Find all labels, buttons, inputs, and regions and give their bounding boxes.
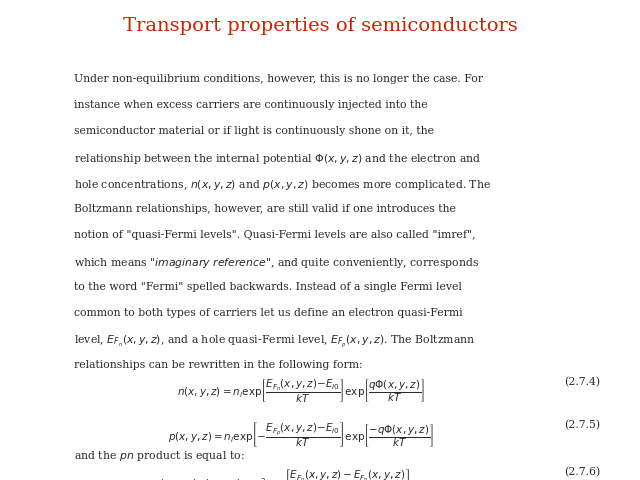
Text: Boltzmann relationships, however, are still valid if one introduces the: Boltzmann relationships, however, are st… (74, 204, 456, 214)
Text: semiconductor material or if light is continuously shone on it, the: semiconductor material or if light is co… (74, 126, 434, 136)
Text: Transport properties of semiconductors: Transport properties of semiconductors (123, 17, 517, 35)
Text: relationships can be rewritten in the following form:: relationships can be rewritten in the fo… (74, 360, 362, 370)
Text: common to both types of carriers let us define an electron quasi-Fermi: common to both types of carriers let us … (74, 308, 462, 318)
Text: notion of "quasi-Fermi levels". Quasi-Fermi levels are also called "imref",: notion of "quasi-Fermi levels". Quasi-Fe… (74, 230, 476, 240)
Text: relationship between the internal potential $\mathit{\Phi}(x,y,z)$ and the elect: relationship between the internal potent… (74, 152, 481, 166)
Text: which means "$\mathit{imaginary}$ $\mathit{reference}$", and quite conveniently,: which means "$\mathit{imaginary}$ $\math… (74, 256, 479, 270)
Text: (2.7.4): (2.7.4) (564, 377, 600, 387)
Text: $p(x,y,z) = n_i \exp\!\left[-\dfrac{E_{F_p}(x,y,z){-}E_{i0}}{kT}\right]\exp\!\le: $p(x,y,z) = n_i \exp\!\left[-\dfrac{E_{F… (168, 420, 434, 449)
Text: and the $pn$ product is equal to:: and the $pn$ product is equal to: (74, 449, 244, 463)
Text: Under non-equilibrium conditions, however, this is no longer the case. For: Under non-equilibrium conditions, howeve… (74, 74, 483, 84)
Text: (2.7.6): (2.7.6) (564, 467, 600, 477)
Text: $p(x,y,z)\, n(x,y,z) = n_i^2 \exp\!\left[\dfrac{E_{F_n}(x,y,z) - E_{F_p}(x,y,z)}: $p(x,y,z)\, n(x,y,z) = n_i^2 \exp\!\left… (153, 467, 410, 480)
Text: to the word "Fermi" spelled backwards. Instead of a single Fermi level: to the word "Fermi" spelled backwards. I… (74, 282, 461, 292)
Text: level, $E_{F_n}(x,y,z)$, and a hole quasi-Fermi level, $E_{F_p}(x,y,z)$. The Bol: level, $E_{F_n}(x,y,z)$, and a hole quas… (74, 334, 475, 350)
Text: (2.7.5): (2.7.5) (564, 420, 600, 430)
Text: hole concentrations, $n(x,y,z)$ and $p(x,y,z)$ becomes more complicated. The: hole concentrations, $n(x,y,z)$ and $p(x… (74, 178, 491, 192)
Text: $n(x,y,z) = n_i \exp\!\left[\dfrac{E_{F_n}(x,y,z){-}E_{i0}}{kT}\right]\exp\!\lef: $n(x,y,z) = n_i \exp\!\left[\dfrac{E_{F_… (177, 377, 425, 404)
Text: instance when excess carriers are continuously injected into the: instance when excess carriers are contin… (74, 100, 428, 110)
